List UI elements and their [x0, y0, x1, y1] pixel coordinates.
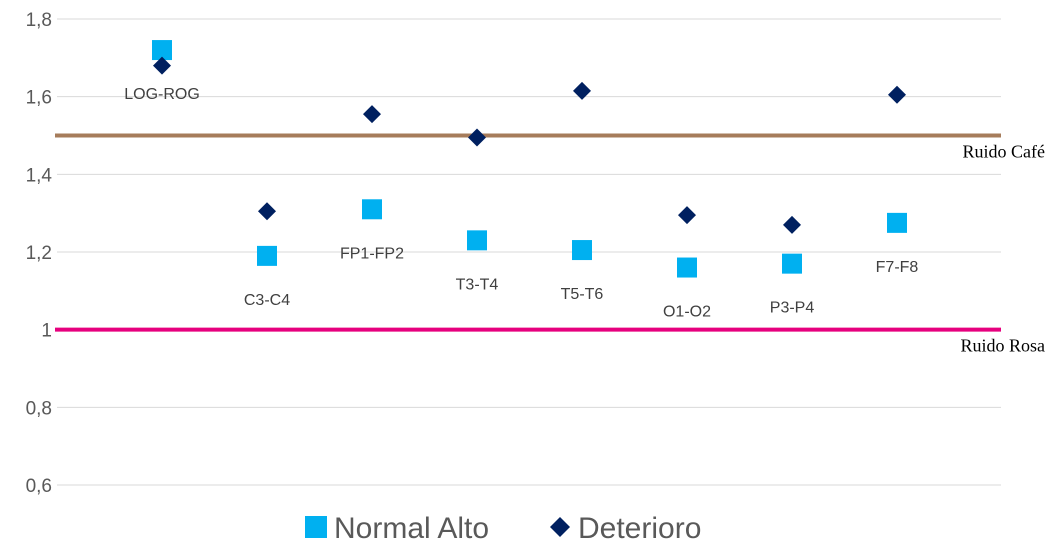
y-tick-label: 1,6: [26, 88, 52, 109]
y-tick-label: 1,2: [26, 243, 52, 264]
normal-alto-marker: [782, 253, 802, 274]
deterioro-marker: [783, 215, 801, 234]
deterioro-marker: [258, 202, 276, 221]
point-label: P3-P4: [770, 300, 815, 317]
legend-normal-alto-label: Normal Alto: [334, 512, 489, 545]
deterioro-marker: [888, 85, 906, 104]
reference-line-label: Ruido Café: [963, 142, 1046, 162]
deterioro-marker: [363, 105, 381, 124]
legend-deterioro-swatch: [550, 517, 570, 537]
point-label: F7-F8: [876, 259, 919, 276]
y-axis-tick-labels: 0,6 0,8 1 1,2 1,4 1,6 1,8: [26, 10, 53, 497]
normal-alto-marker: [152, 40, 172, 61]
y-tick-label: 1: [41, 321, 52, 342]
point-label: T3-T4: [456, 276, 499, 293]
point-labels: LOG-ROG C3-C4 FP1-FP2 T3-T4 T5-T6 O1-O2 P3-P4 F…: [124, 86, 918, 320]
legend-normal-alto-swatch: [305, 516, 327, 538]
y-tick-label: 1,8: [26, 10, 52, 31]
legend: Normal Alto Deterioro: [305, 512, 701, 545]
deterioro-marker: [573, 81, 591, 100]
deterioro-marker: [678, 206, 696, 225]
normal-alto-marker: [467, 230, 487, 251]
point-label: C3-C4: [244, 292, 290, 309]
normal-alto-marker: [572, 240, 592, 261]
deterioro-marker: [153, 56, 171, 75]
legend-deterioro-label: Deterioro: [578, 512, 701, 545]
reference-lines: Ruido Café Ruido Rosa: [55, 133, 1046, 356]
y-tick-label: 0,6: [26, 476, 52, 497]
y-tick-label: 1,4: [26, 165, 53, 186]
point-label: T5-T6: [561, 286, 604, 303]
deterioro-marker: [468, 128, 486, 147]
point-label: O1-O2: [663, 304, 711, 321]
reference-line-label: Ruido Rosa: [960, 336, 1045, 356]
normal-alto-marker: [257, 245, 277, 266]
normal-alto-marker: [887, 212, 907, 233]
point-label: LOG-ROG: [124, 86, 200, 103]
normal-alto-marker: [677, 257, 697, 278]
normal-alto-marker: [362, 199, 382, 220]
data-markers: [152, 40, 907, 278]
point-label: FP1-FP2: [340, 245, 404, 262]
y-tick-label: 0,8: [26, 398, 52, 419]
